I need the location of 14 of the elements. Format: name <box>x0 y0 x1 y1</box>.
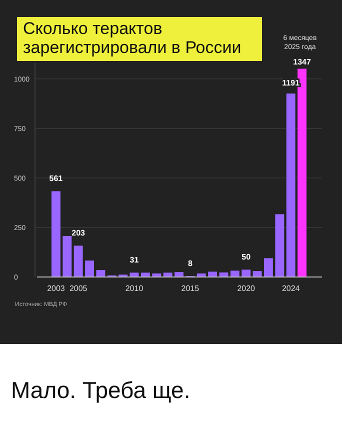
x-tick-label: 2003 <box>47 284 66 293</box>
annotation: 203 <box>72 228 86 238</box>
annotation: 31 <box>130 256 140 265</box>
x-tick-label: 2024 <box>282 284 300 293</box>
annotation: 561 <box>49 174 64 184</box>
x-tick-label: 2015 <box>181 284 200 293</box>
annotation: 1347 <box>293 58 312 67</box>
x-tick-label: 2005 <box>69 284 88 293</box>
x-tick-label: 2010 <box>125 284 144 293</box>
text: Мало. Треба ще. <box>11 377 190 403</box>
x-tick-label: 2020 <box>237 284 256 293</box>
annotation: 50 <box>242 252 252 262</box>
chart-title: Сколько терактов зарегистрировали в России <box>23 19 242 57</box>
annotation: 8 <box>188 259 193 268</box>
